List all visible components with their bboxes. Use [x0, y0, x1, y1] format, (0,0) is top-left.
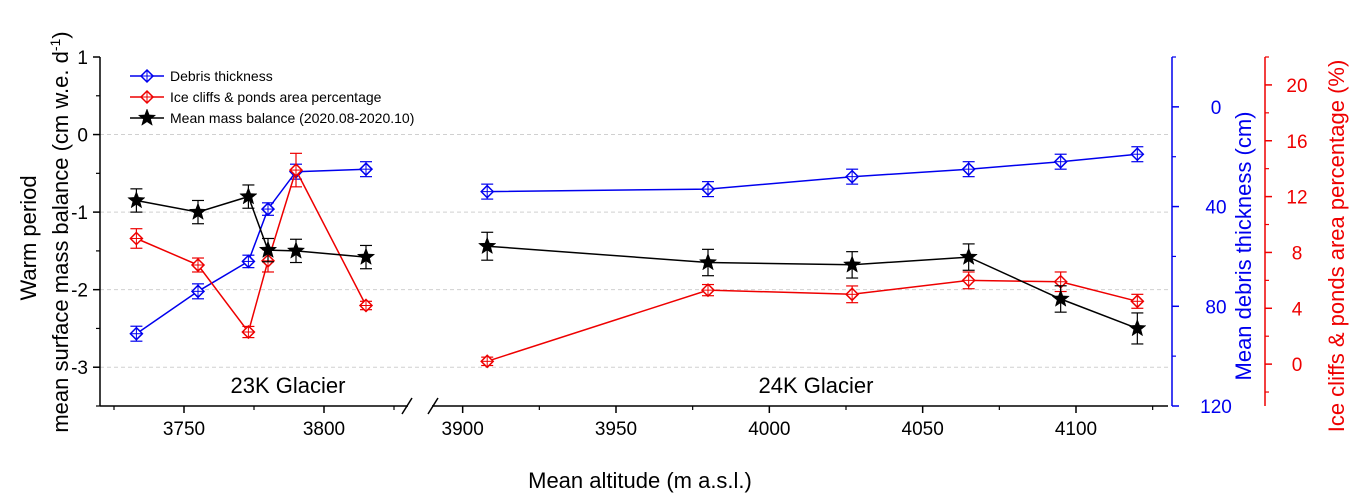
y-axis-title-superscript: -1 — [47, 38, 63, 51]
y3-tick-label: 8 — [1292, 243, 1303, 264]
y2-tick-label: 120 — [1200, 397, 1232, 418]
y-axis-title-main: mean surface mass balance (cm w.e. d — [48, 51, 73, 433]
data-point-star — [356, 247, 376, 265]
series-0 — [129, 146, 1145, 342]
glacier-label-24k: 24K Glacier — [759, 373, 874, 398]
series-line — [136, 168, 367, 334]
y3-axis-title: Ice cliffs & ponds area percentage (%) — [1324, 60, 1349, 433]
y-tick-label: 0 — [77, 126, 88, 147]
legend-marker-mass — [137, 108, 157, 126]
data-point-star — [188, 202, 208, 220]
series-line — [487, 245, 1138, 330]
y2-tick-label: 0 — [1211, 98, 1222, 119]
series-1 — [129, 152, 1145, 369]
data-point-star — [239, 186, 258, 205]
x-tick-label: 4050 — [902, 419, 944, 440]
series-layer — [127, 146, 1147, 369]
data-point-star — [698, 252, 718, 271]
y3-tick-label: 16 — [1286, 132, 1307, 153]
y-axis-title-line2: mean surface mass balance (cm w.e. d-1) — [47, 31, 73, 432]
x-tick-label: 3750 — [163, 419, 205, 440]
y2-tick-label: 80 — [1205, 297, 1226, 318]
x-tick-label: 4000 — [748, 419, 790, 440]
y3-tick-label: 20 — [1286, 76, 1307, 97]
data-point-star — [127, 190, 146, 209]
y-tick-label: -1 — [71, 203, 88, 224]
series-line — [136, 195, 367, 258]
y3-tick-label: 4 — [1292, 299, 1303, 320]
axis-break-mark — [427, 397, 439, 415]
y-axis-title-close: ) — [48, 31, 73, 38]
data-point-star — [959, 247, 978, 265]
series-line — [135, 168, 367, 335]
data-point-star — [842, 255, 862, 273]
series-2 — [127, 184, 1147, 345]
x-tick-label: 3950 — [595, 419, 637, 440]
glacier-label-23k: 23K Glacier — [231, 373, 346, 398]
y3-tick-label: 0 — [1292, 355, 1303, 376]
y-axis-title-line1: Warm period — [16, 175, 41, 300]
y-tick-label: -2 — [71, 281, 88, 302]
axis-break-mark — [401, 397, 413, 415]
data-point-star — [258, 240, 278, 258]
grid-lines — [100, 134, 1168, 368]
y-tick-label: 1 — [77, 48, 88, 69]
y2-axis-title: Mean debris thickness (cm) — [1231, 112, 1256, 381]
x-axis-title: Mean altitude (m a.s.l.) — [528, 468, 752, 493]
data-point-star — [1128, 318, 1147, 337]
x-tick-label: 3800 — [303, 419, 345, 440]
y2-tick-label: 40 — [1205, 198, 1226, 219]
data-point-star — [1051, 289, 1070, 307]
data-point-star — [477, 236, 497, 255]
legend-debris-label: Debris thickness — [170, 68, 273, 84]
x-tick-label: 3900 — [442, 419, 484, 440]
legend: Debris thickness Ice cliffs & ponds area… — [130, 68, 414, 126]
legend-mass-label: Mean mass balance (2020.08-2020.10) — [170, 110, 414, 126]
x-tick-label: 4100 — [1055, 419, 1097, 440]
series-line — [486, 279, 1138, 363]
y-tick-label: -3 — [71, 358, 88, 379]
data-point-star — [286, 241, 306, 259]
series-line — [487, 153, 1138, 193]
y3-tick-label: 12 — [1286, 188, 1307, 209]
legend-ice-label: Ice cliffs & ponds area percentage — [170, 89, 382, 105]
